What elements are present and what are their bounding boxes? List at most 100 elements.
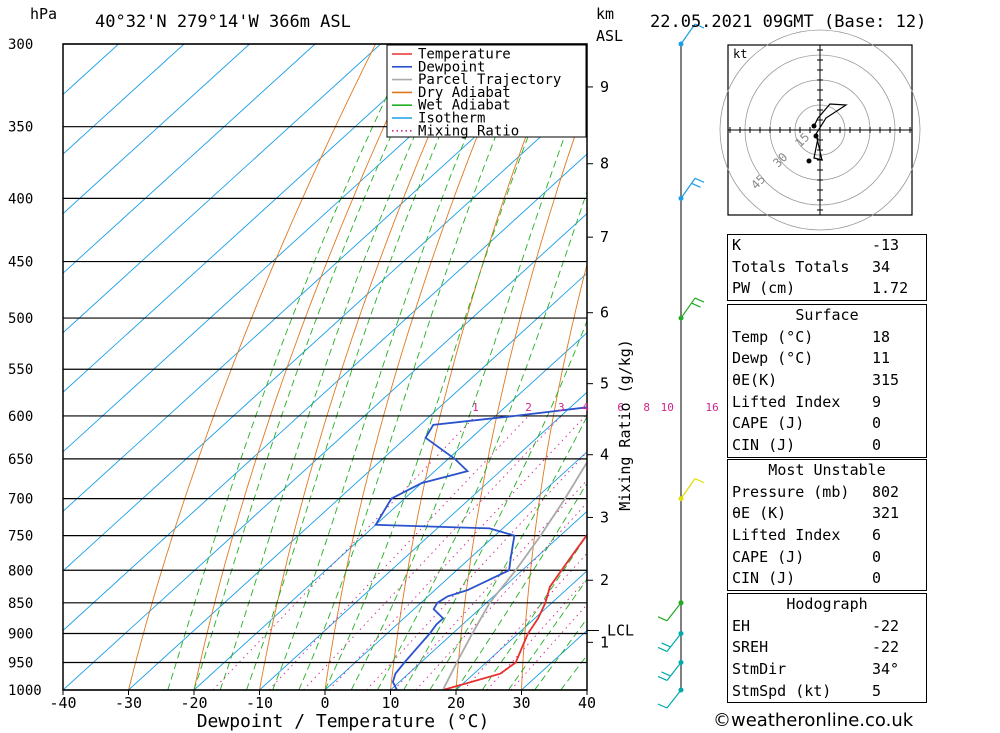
sreh-value: -22: [872, 638, 900, 657]
wet-adiabat: [245, 44, 480, 690]
km-tick-label: 8: [600, 155, 609, 173]
wind-barb-flag: [657, 675, 668, 682]
mu-title: Most Unstable: [768, 461, 886, 479]
sreh-label: SREH: [732, 638, 769, 657]
hodograph-table: Hodograph EH -22 SREH -22 StmDir 34° StmSpd…: [727, 593, 927, 704]
mu-pressure-value: 802: [872, 482, 900, 501]
temperature-tick-label: -40: [49, 694, 76, 712]
legend-label: Temperature: [418, 47, 511, 63]
isotherm: [63, 213, 587, 690]
isotherm: [63, 153, 587, 632]
asl-label: ASL: [596, 27, 624, 45]
isotherm: [259, 391, 587, 690]
wet-adiabat: [403, 319, 587, 690]
hodograph-point: [811, 123, 817, 129]
temperature-tick-label: 10: [381, 694, 399, 712]
wind-barb-staff: [666, 602, 682, 622]
mixing-ratio-line: [268, 415, 529, 690]
isotherm: [63, 44, 250, 215]
mixing-ratio-line: [303, 415, 562, 690]
dewp-label: Dewp (°C): [732, 349, 814, 368]
cin-label: CIN (J): [732, 436, 796, 455]
wet-adiabat: [481, 534, 587, 690]
km-tick-label: 3: [600, 508, 609, 526]
wind-barb-staff: [680, 23, 696, 45]
temperature-tick-label: 0: [320, 694, 329, 712]
wet-adiabat: [324, 44, 565, 690]
tt-value: 34: [872, 257, 891, 276]
pressure-tick-label: 750: [8, 529, 33, 545]
axes: 12346810162025-40-30-20-1001020304098765…: [49, 78, 763, 712]
cin-value: 0: [872, 436, 882, 455]
wind-barb-flag: [657, 703, 668, 709]
pressure-tick-label: 450: [8, 255, 33, 271]
legend-label: Parcel Trajectory: [418, 72, 561, 88]
dry-adiabat: [193, 44, 423, 690]
surface-title: Surface: [795, 306, 859, 324]
cape-value: 0: [872, 414, 882, 433]
pressure-tick-label: 950: [8, 655, 33, 671]
wind-barb-flag: [691, 302, 701, 308]
pressure-tick-label: 300: [8, 37, 33, 53]
series-parcel-trajectory: [442, 460, 587, 690]
isotherm: [63, 44, 381, 334]
tt-label: Totals Totals: [732, 257, 850, 276]
mixing-ratio-line: [328, 415, 586, 690]
eh-label: EH: [732, 616, 751, 635]
isotherm: [63, 44, 447, 393]
km-tick-label: 1: [600, 633, 609, 651]
km-tick-label: 7: [600, 228, 609, 246]
hodo-title: Hodograph: [786, 595, 868, 613]
wet-adiabat: [429, 415, 587, 690]
mixing-ratio-label: 16: [706, 401, 719, 414]
wind-barb-flag: [661, 671, 671, 677]
mixing-ratio-axis-label: Mixing Ratio (g/kg): [616, 339, 634, 511]
wind-barb-staff: [680, 478, 696, 499]
isotherm: [63, 93, 587, 572]
dry-adiabat: [455, 99, 587, 690]
legend-label: Dry Adiabat: [418, 85, 511, 101]
isotherm: [455, 570, 587, 690]
pressure-tick-label: 600: [8, 409, 33, 425]
surface-table: Surface Temp (°C) 18 Dewp (°C) 11 θE(K) 315…: [727, 304, 927, 458]
hodograph-unit: kt: [733, 47, 747, 61]
wind-barb-flag: [691, 182, 701, 188]
most-unstable-table: Most Unstable Pressure (mb) 802 θE (K) 321…: [727, 459, 927, 592]
mixing-ratio-line: [393, 479, 587, 690]
legend-label: Isotherm: [418, 111, 485, 127]
temperature-tick-label: 30: [512, 694, 530, 712]
wind-barb-staff: [666, 662, 682, 681]
isotherm: [63, 44, 578, 512]
mu-cin-label: CIN (J): [732, 569, 796, 588]
km-tick-label: 6: [600, 304, 609, 322]
km-tick-label: 2: [600, 571, 609, 589]
mixing-ratio-label: 4: [582, 401, 589, 414]
k-value: -13: [872, 236, 900, 254]
pressure-tick-label: 500: [8, 311, 33, 327]
temp-label: Temp (°C): [732, 327, 814, 346]
wind-barb-staff: [666, 633, 682, 652]
isotherm: [128, 272, 587, 690]
mu-li-label: Lifted Index: [732, 526, 841, 545]
datetime-title: 22.05.2021 09GMT (Base: 12): [650, 12, 927, 32]
wind-barb-flag: [657, 616, 668, 622]
wet-adiabat: [508, 578, 587, 690]
wind-barb-staff: [666, 689, 682, 709]
legend-box: [386, 44, 587, 138]
indices-table: K -13 Totals Totals 34 PW (cm) 1.72: [727, 234, 927, 302]
lcl-label: LCL: [607, 621, 634, 639]
pressure-tick-label: 350: [8, 120, 33, 136]
mixing-ratio-line: [463, 552, 587, 690]
wind-barb-flag: [661, 642, 671, 648]
wind-barb-flag: [694, 177, 705, 183]
pressure-tick-label: 400: [8, 191, 33, 207]
dry-adiabat: [949, 44, 980, 690]
location-title: 40°32'N 279°14'W 366m ASL: [95, 12, 351, 32]
brand-footer[interactable]: ©weatheronline.co.uk: [713, 710, 914, 731]
mixing-ratio-line: [486, 577, 587, 690]
x-axis-label: Dewpoint / Temperature (°C): [197, 711, 490, 732]
theta-label: θE(K): [732, 371, 778, 390]
dry-adiabat: [586, 661, 587, 690]
